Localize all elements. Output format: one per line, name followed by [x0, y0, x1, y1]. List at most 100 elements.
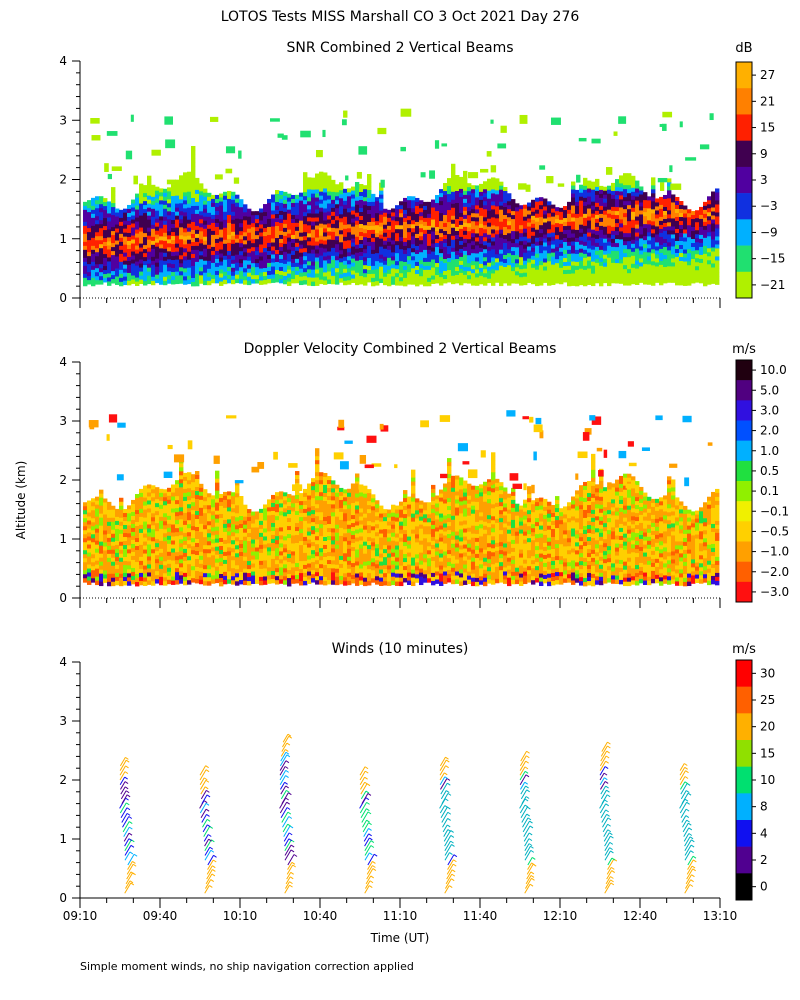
data-cell [603, 214, 608, 220]
data-cell [247, 260, 252, 266]
data-cell [655, 278, 660, 283]
data-cell [407, 256, 412, 261]
data-cell [671, 262, 676, 267]
data-cell [171, 276, 176, 281]
data-cell [323, 236, 328, 241]
data-cell [323, 280, 328, 285]
data-cell [99, 525, 104, 531]
data-cell [203, 557, 208, 562]
data-cell [195, 563, 200, 568]
data-cell [147, 207, 152, 213]
data-cell [583, 229, 588, 235]
data-cell [535, 197, 540, 203]
data-cell [123, 541, 128, 546]
data-cell [427, 229, 432, 235]
data-cell [459, 212, 464, 218]
data-cell [399, 277, 404, 282]
data-cell [139, 524, 144, 530]
data-cell [187, 219, 192, 225]
data-cell [420, 172, 426, 178]
data-cell [575, 273, 580, 279]
data-cell [543, 226, 548, 231]
data-cell [103, 566, 108, 571]
data-cell [225, 168, 233, 174]
data-cell [647, 240, 652, 245]
data-cell [667, 254, 672, 259]
data-cell [407, 208, 412, 213]
data-cell [535, 265, 540, 271]
data-cell [227, 555, 232, 560]
data-cell [163, 264, 168, 270]
data-cell [111, 279, 116, 284]
data-cell [227, 234, 232, 240]
data-cell [195, 579, 200, 584]
data-cell [631, 191, 636, 197]
data-cell [679, 225, 684, 230]
data-cell [351, 246, 356, 251]
data-cell [583, 205, 588, 211]
data-cell [187, 528, 192, 533]
data-cell [131, 551, 136, 557]
data-cell [443, 231, 448, 236]
data-cell [323, 268, 328, 273]
data-cell [395, 249, 400, 254]
data-cell [187, 191, 192, 197]
data-cell [231, 548, 236, 553]
data-cell [491, 213, 496, 218]
data-cell [431, 211, 436, 216]
data-cell [223, 227, 228, 233]
data-cell [195, 245, 200, 251]
data-cell [131, 547, 136, 553]
data-cell [163, 521, 168, 526]
data-cell [535, 249, 540, 255]
data-cell [135, 229, 140, 234]
data-cell [347, 260, 352, 265]
data-cell [279, 238, 284, 244]
data-cell [239, 223, 244, 228]
data-cell [107, 521, 112, 527]
data-cell [291, 226, 296, 232]
data-cell [651, 209, 656, 214]
data-cell [195, 543, 200, 548]
data-cell [163, 573, 168, 578]
data-cell [223, 275, 228, 281]
data-cell [203, 549, 208, 554]
data-cell [679, 213, 684, 218]
data-cell [319, 219, 324, 225]
data-cell [115, 224, 120, 229]
data-cell [283, 267, 288, 273]
data-cell [467, 199, 472, 204]
data-cell [267, 519, 272, 524]
data-cell [115, 244, 120, 249]
data-cell [259, 544, 264, 550]
data-cell [327, 259, 332, 264]
data-cell [395, 229, 400, 234]
data-cell [327, 195, 332, 200]
data-cell [115, 252, 120, 257]
data-cell [511, 243, 516, 248]
data-cell [331, 199, 336, 205]
data-cell [619, 207, 624, 212]
data-cell [99, 521, 104, 527]
data-cell [695, 254, 700, 259]
data-cell [431, 207, 436, 212]
data-cell [455, 246, 460, 252]
data-cell [343, 224, 348, 230]
data-cell [243, 544, 248, 550]
data-cell [451, 183, 456, 189]
data-cell [267, 527, 272, 532]
data-cell [111, 207, 116, 212]
data-cell [255, 255, 260, 260]
data-cell [335, 276, 340, 281]
data-cell [451, 191, 456, 197]
data-cell [599, 281, 604, 287]
data-cell [371, 237, 376, 243]
data-cell [627, 205, 632, 210]
data-cell [95, 272, 100, 277]
data-cell [535, 225, 540, 231]
data-cell [427, 265, 432, 271]
data-cell [127, 541, 132, 546]
data-cell [99, 505, 104, 511]
data-cell [187, 540, 192, 545]
data-cell [223, 279, 228, 285]
